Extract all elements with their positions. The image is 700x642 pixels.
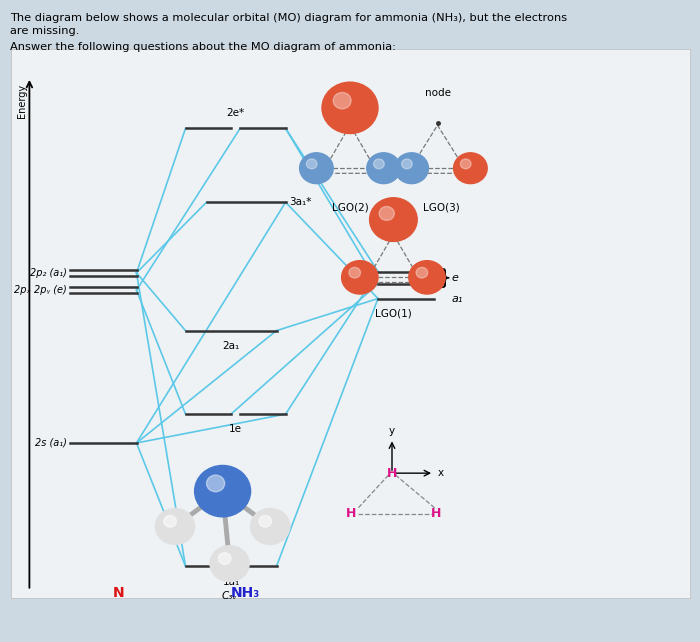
- Text: N: N: [113, 586, 125, 600]
- Circle shape: [395, 153, 428, 184]
- Text: y: y: [389, 426, 395, 436]
- Circle shape: [349, 267, 361, 278]
- Text: 2a₁: 2a₁: [223, 341, 239, 351]
- Text: H: H: [346, 507, 356, 520]
- Text: C₃ᵥ: C₃ᵥ: [222, 591, 237, 601]
- Circle shape: [259, 516, 272, 527]
- Circle shape: [342, 261, 378, 294]
- Text: 2e*: 2e*: [227, 108, 244, 118]
- Text: The diagram below shows a molecular orbital (MO) diagram for ammonia (NH₃), but : The diagram below shows a molecular orbi…: [10, 13, 568, 23]
- Circle shape: [218, 553, 231, 564]
- Text: LGO(2): LGO(2): [332, 203, 368, 213]
- Circle shape: [206, 475, 225, 492]
- Text: e: e: [452, 273, 458, 282]
- Text: Energy: Energy: [18, 83, 27, 117]
- Text: Answer the following questions about the MO diagram of ammonia:: Answer the following questions about the…: [10, 42, 396, 52]
- Text: 2pₓ 2pᵧ (e): 2pₓ 2pᵧ (e): [14, 285, 66, 295]
- FancyBboxPatch shape: [10, 49, 690, 598]
- Circle shape: [195, 465, 251, 517]
- Circle shape: [155, 508, 195, 544]
- Text: x: x: [438, 468, 444, 478]
- Circle shape: [454, 153, 487, 184]
- Text: }: }: [437, 268, 451, 288]
- Text: 1e: 1e: [229, 424, 242, 435]
- Circle shape: [409, 261, 445, 294]
- Text: H: H: [431, 507, 441, 520]
- Circle shape: [367, 153, 400, 184]
- Text: node: node: [424, 87, 451, 98]
- Circle shape: [210, 546, 249, 582]
- Text: are missing.: are missing.: [10, 26, 80, 36]
- Text: a₁: a₁: [452, 293, 463, 304]
- Circle shape: [370, 198, 417, 241]
- Text: 2p₂ (a₁): 2p₂ (a₁): [29, 268, 66, 278]
- Text: LGO(3): LGO(3): [423, 203, 459, 213]
- Circle shape: [402, 159, 412, 169]
- Circle shape: [461, 159, 471, 169]
- Circle shape: [164, 516, 176, 527]
- Circle shape: [251, 508, 290, 544]
- Text: NH₃: NH₃: [230, 586, 260, 600]
- Text: LGO(1): LGO(1): [375, 308, 412, 318]
- Circle shape: [300, 153, 333, 184]
- Circle shape: [379, 207, 394, 220]
- Text: H: H: [387, 467, 397, 480]
- Text: 2s (a₁): 2s (a₁): [34, 438, 66, 448]
- Text: 3a₁*: 3a₁*: [289, 197, 312, 207]
- Circle shape: [333, 92, 351, 109]
- Text: 1a₁: 1a₁: [223, 577, 239, 587]
- Circle shape: [374, 159, 384, 169]
- Circle shape: [416, 267, 428, 278]
- Circle shape: [322, 82, 378, 134]
- Circle shape: [307, 159, 317, 169]
